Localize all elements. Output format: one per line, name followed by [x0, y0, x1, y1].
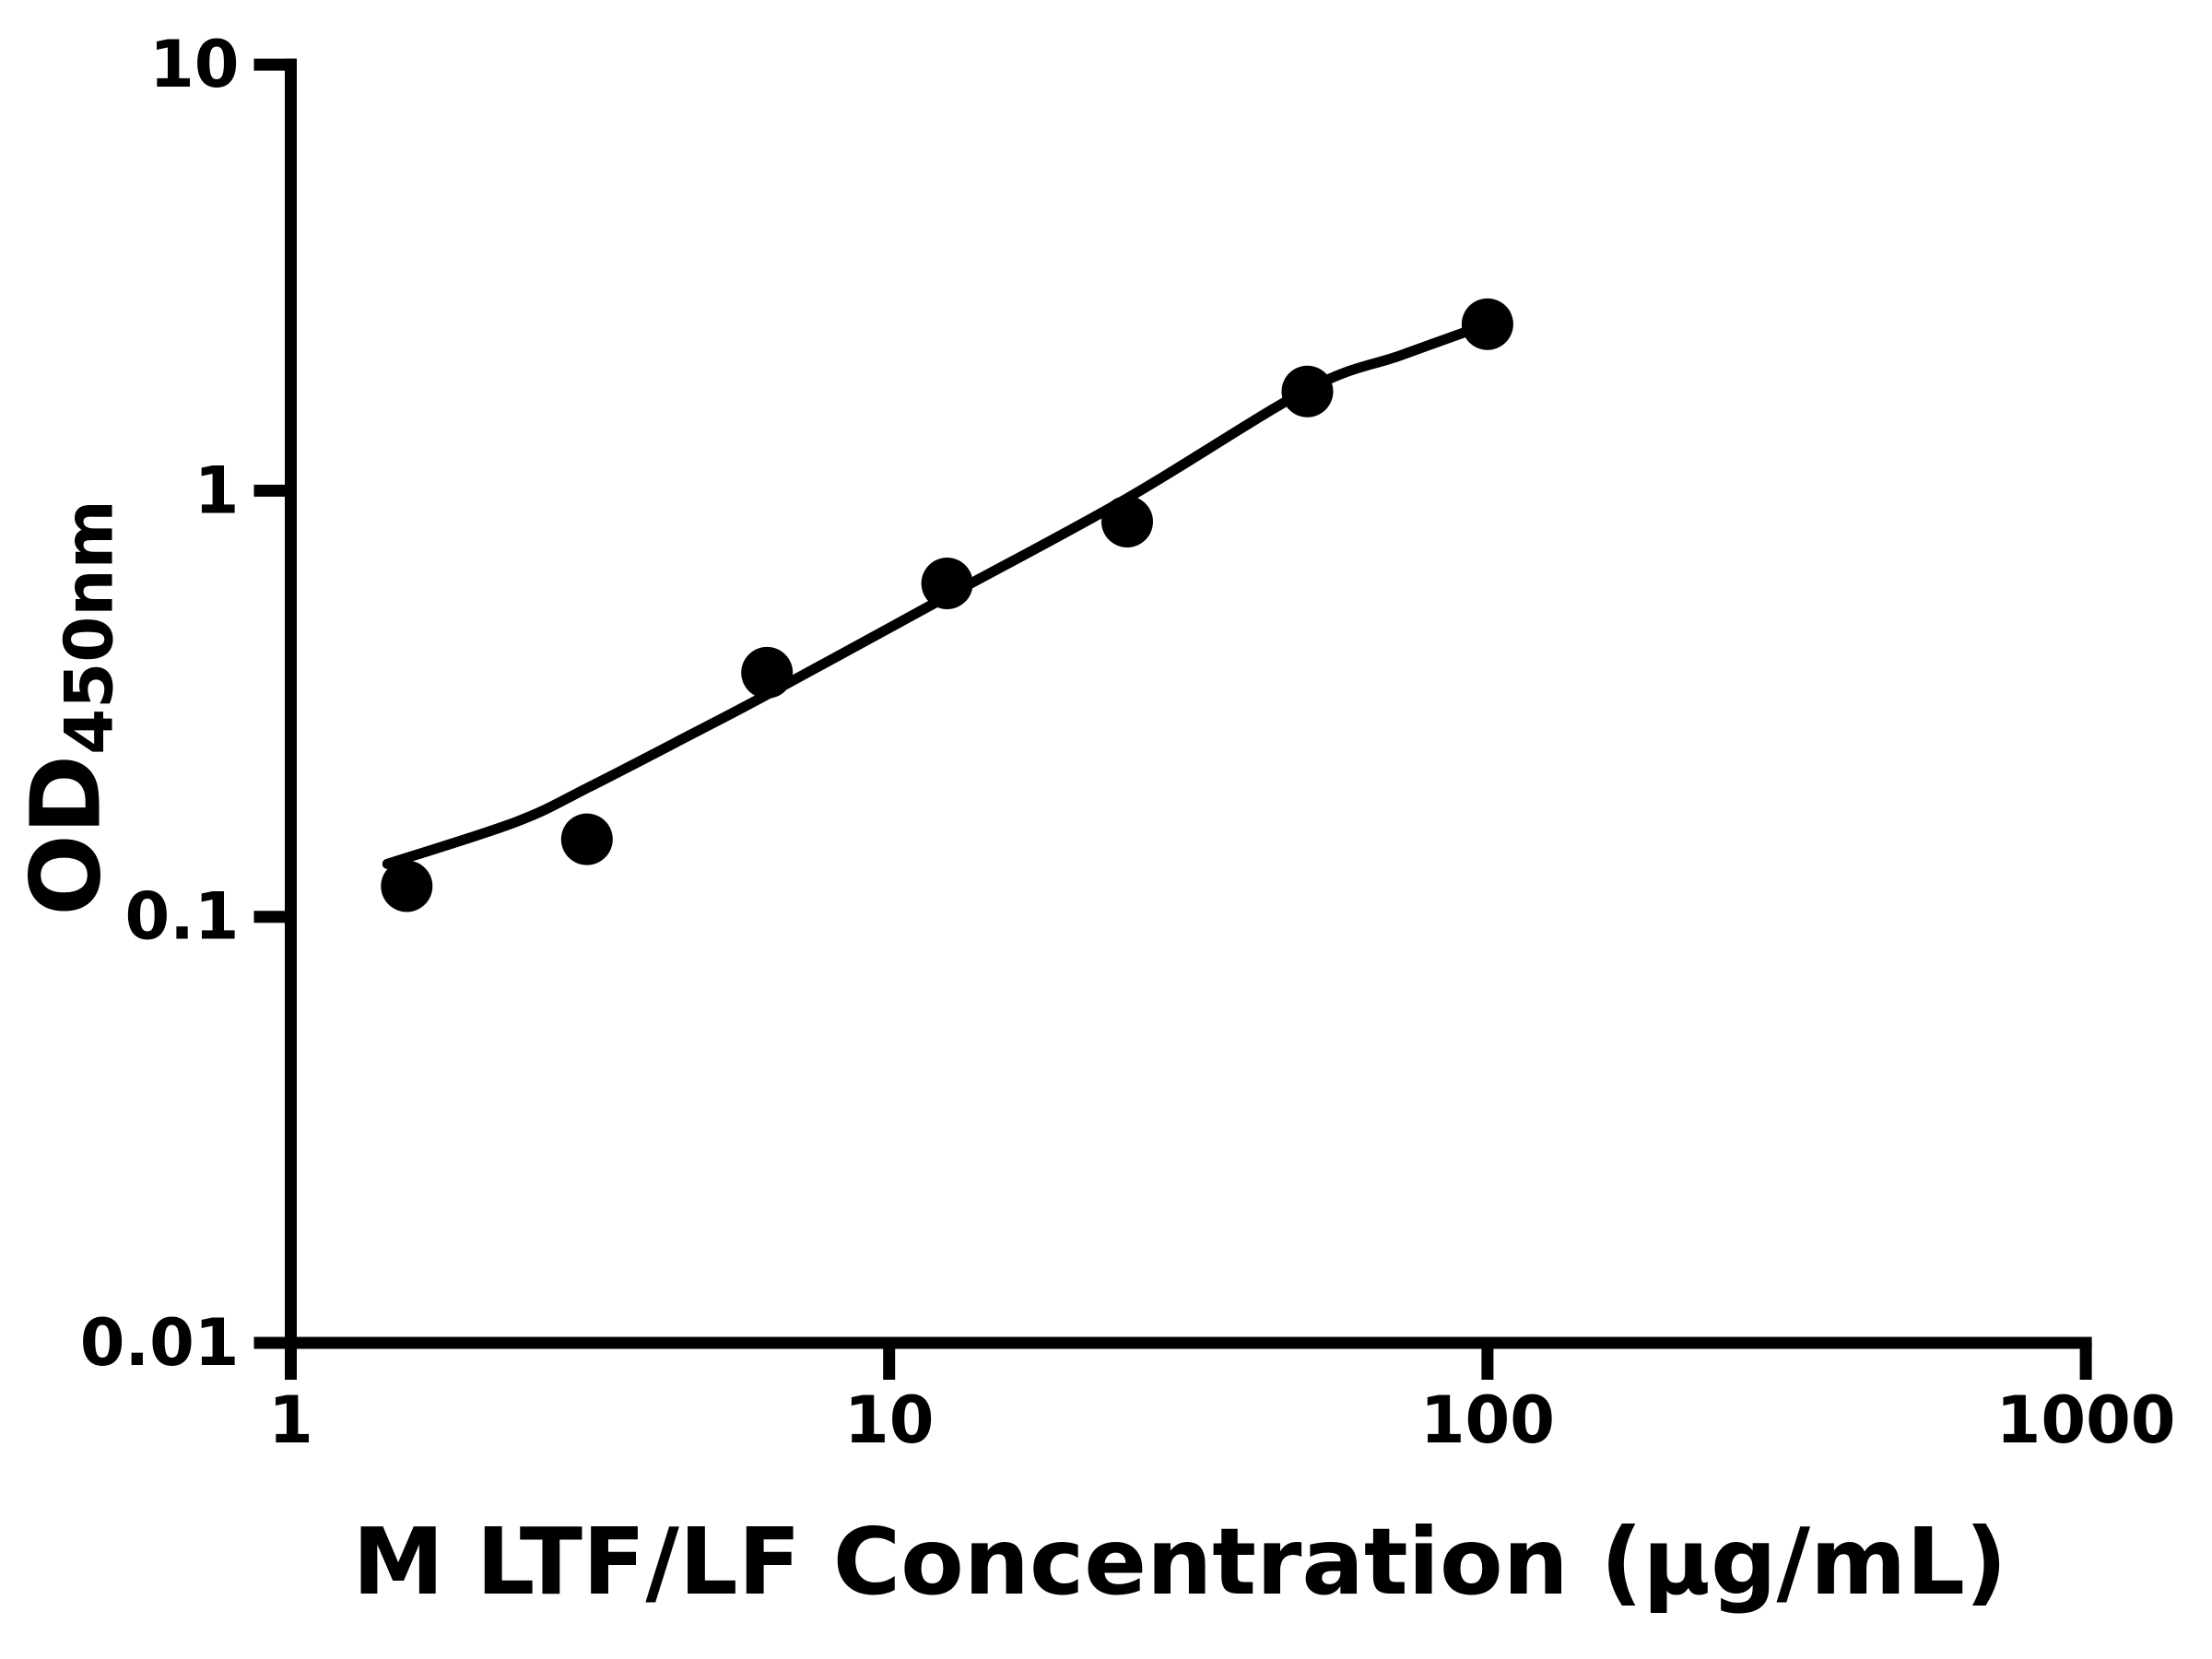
y-tick-label: 0.1 — [124, 879, 239, 955]
data-point — [381, 860, 433, 912]
x-tick-label: 1 — [268, 1382, 313, 1458]
data-point — [1461, 298, 1513, 350]
x-tick-label: 100 — [1420, 1382, 1555, 1458]
data-point — [921, 558, 973, 609]
x-axis-title: M LTF/LF Concentration (μg/mL) — [352, 1508, 2007, 1616]
y-axis-title-main: OD — [9, 754, 123, 916]
x-tick-label: 1000 — [1996, 1382, 2176, 1458]
data-point — [560, 813, 613, 865]
y-axis-title: OD450nm — [10, 500, 128, 915]
y-tick-label: 0.01 — [80, 1305, 240, 1381]
y-tick-label: 1 — [194, 453, 240, 528]
data-point — [1281, 365, 1334, 418]
x-tick-label: 10 — [844, 1382, 934, 1458]
y-tick-label: 10 — [149, 27, 239, 102]
data-point — [741, 646, 794, 699]
fit-curve — [382, 319, 1493, 869]
y-axis-title-sub: 450nm — [50, 500, 128, 755]
data-point — [1101, 496, 1153, 547]
